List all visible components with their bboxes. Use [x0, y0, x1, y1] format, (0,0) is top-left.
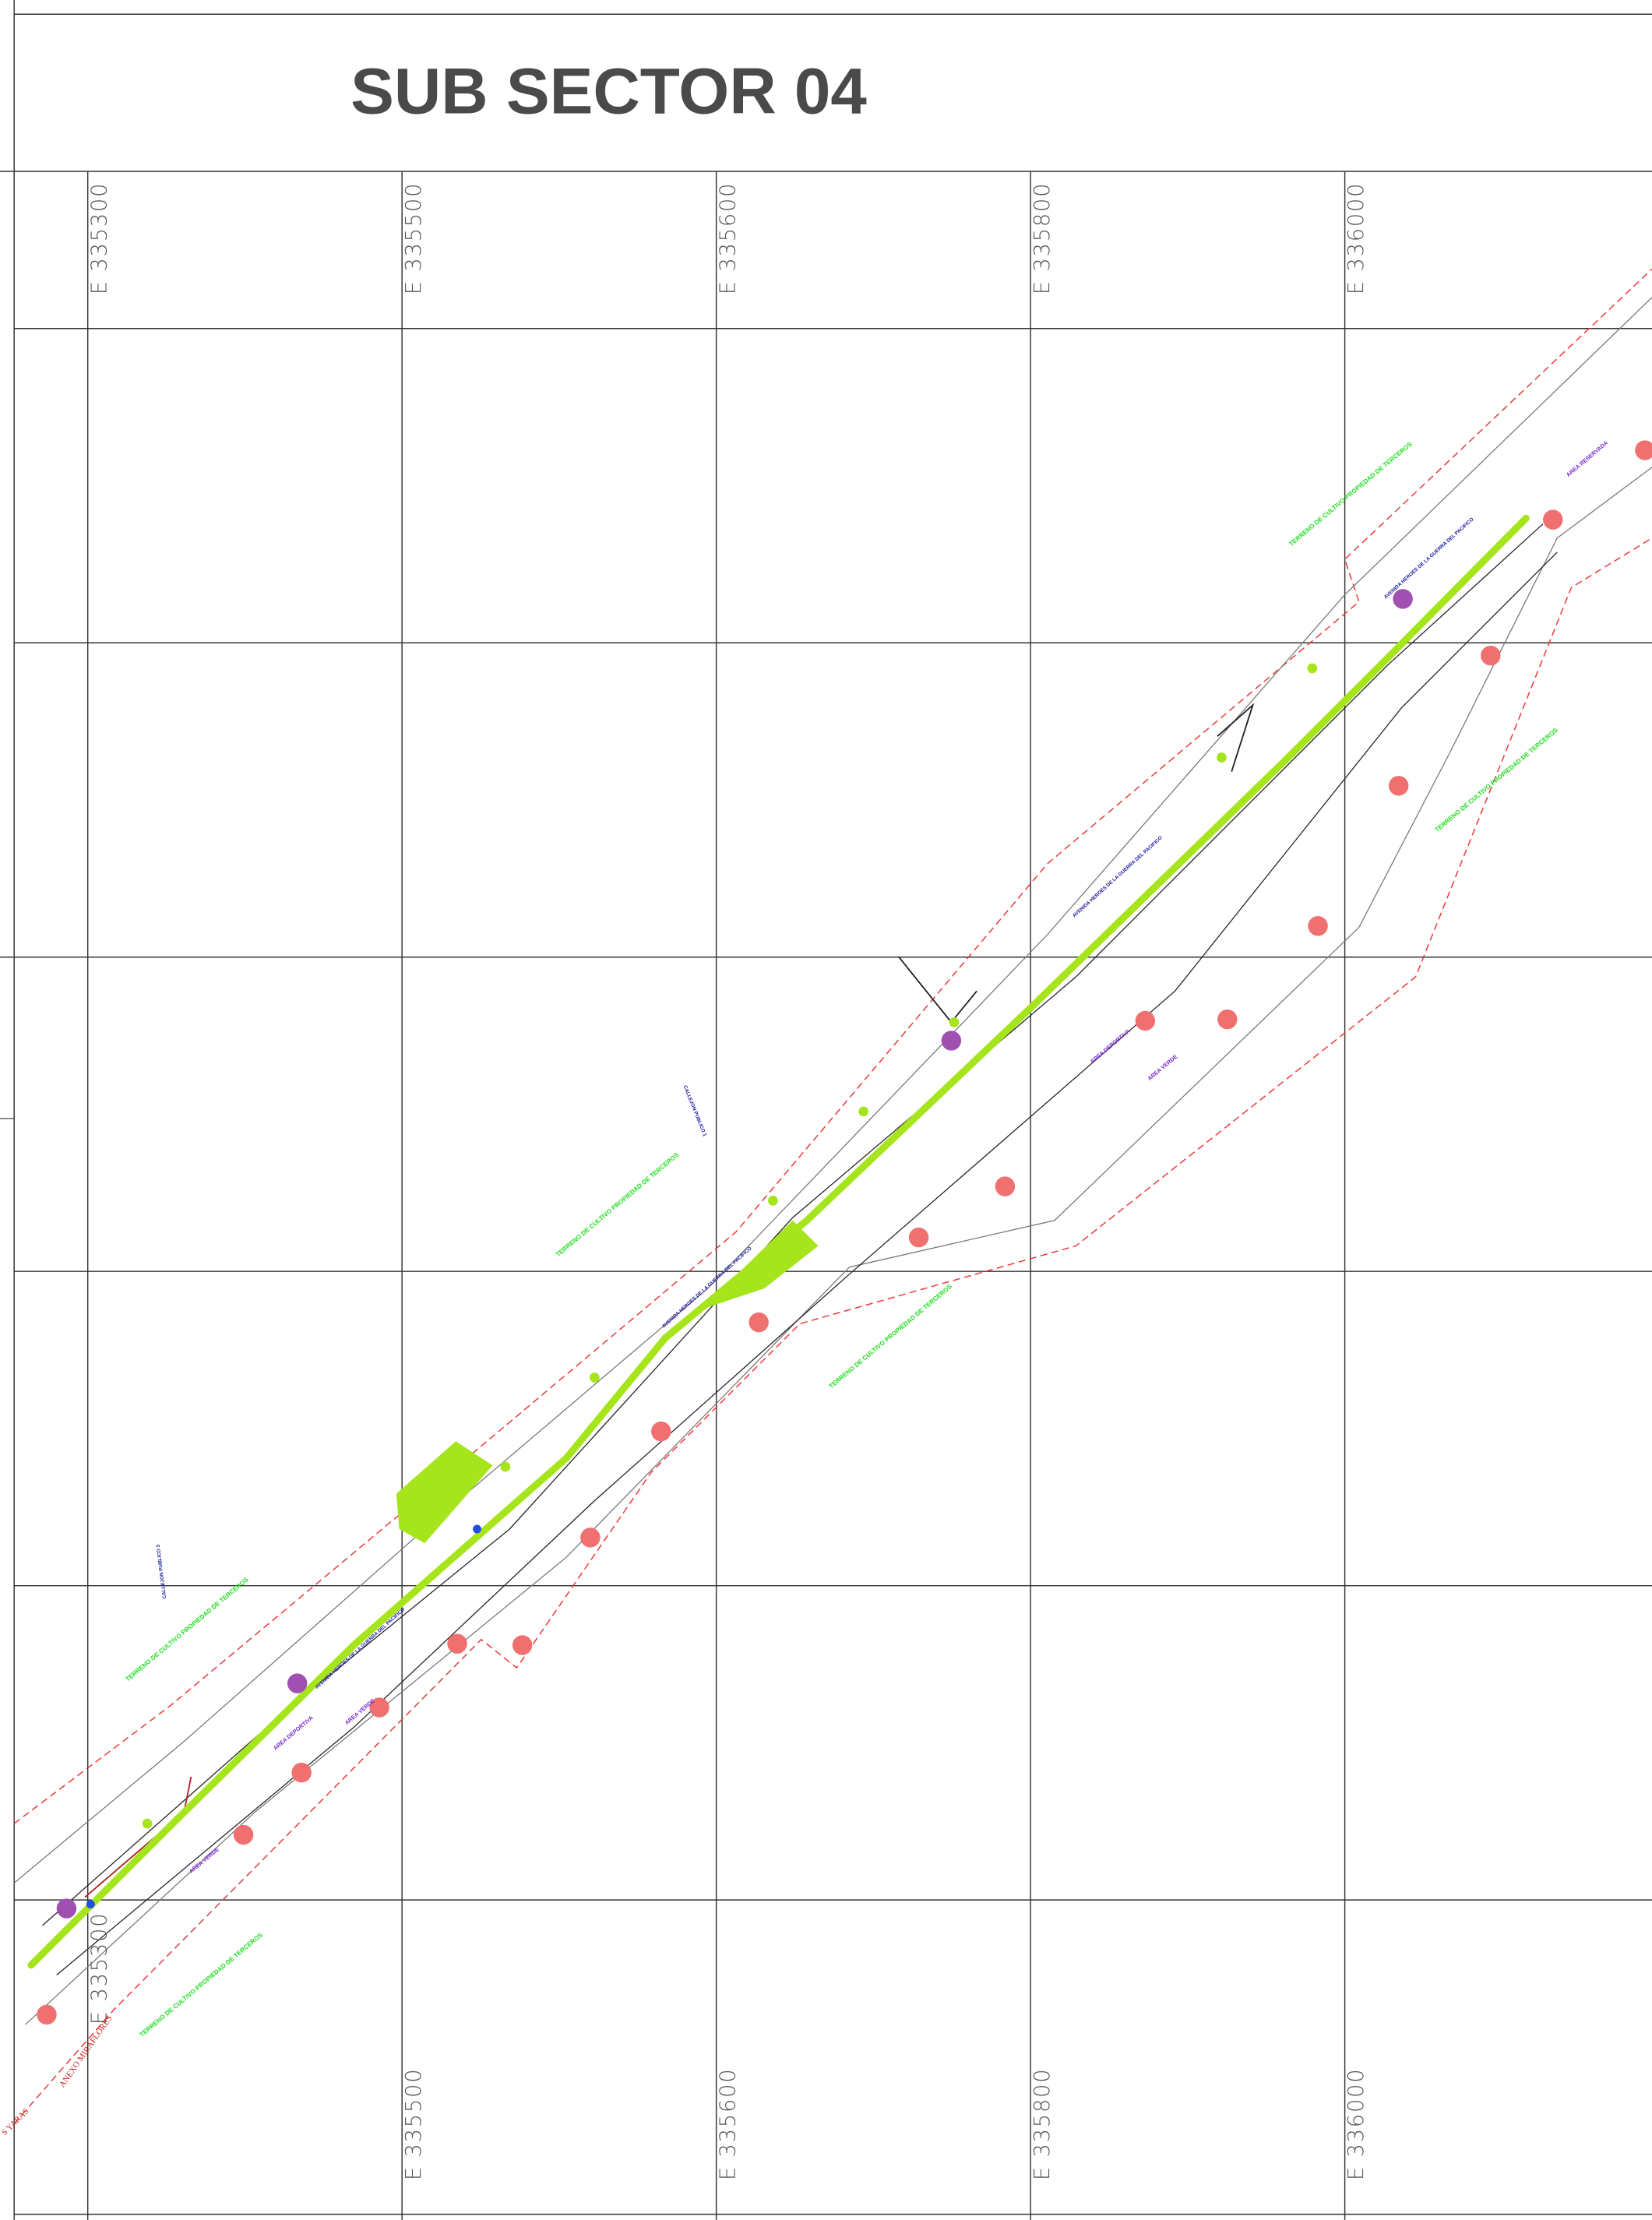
- purple-marker: [287, 1673, 308, 1693]
- red-marker: [908, 1227, 929, 1248]
- red-marker: [1543, 509, 1563, 530]
- land-label: TERRENO DE CULTIVO PROPIEDAD DE TERCEROS: [828, 1283, 954, 1390]
- green-marker: [858, 1106, 869, 1117]
- road-label: AVENIDA HEROES DE LA GUERRA DEL PACIFICO: [1072, 835, 1164, 918]
- green-marker: [1217, 752, 1227, 763]
- green-marker: [142, 1818, 153, 1829]
- blue-marker: [86, 1900, 95, 1909]
- street-label: S YARAS: [0, 2106, 31, 2137]
- red-marker: [1635, 440, 1652, 460]
- land-label: TERRENO DE CULTIVO PROPIEDAD DE TERCEROS: [1434, 726, 1560, 833]
- red-marker: [1308, 916, 1328, 936]
- red-marker: [1217, 1009, 1238, 1030]
- red-marker: [749, 1312, 769, 1333]
- red-marker: [995, 1176, 1016, 1196]
- markers: [37, 440, 1652, 2025]
- grid-label: E 335600: [716, 182, 740, 294]
- red-marker: [37, 2004, 57, 2025]
- red-marker: [447, 1633, 467, 1654]
- grid-label: E 335800: [1030, 182, 1055, 294]
- purple-marker: [56, 1898, 77, 1919]
- red-marker: [233, 1824, 254, 1845]
- boundaries: [13, 268, 1652, 2124]
- red-marker: [1135, 1010, 1156, 1031]
- green-marker: [949, 1017, 960, 1027]
- green-marker: [589, 1373, 600, 1383]
- red-marker: [512, 1635, 533, 1655]
- title: SUB SECTOR 04: [350, 54, 867, 127]
- grid-label: E 335800: [1030, 2068, 1055, 2180]
- blue-marker: [473, 1524, 481, 1534]
- purple-marker: [941, 1031, 962, 1051]
- red-marker: [651, 1421, 671, 1442]
- street-label: CALLEJON PUBLICO 3: [156, 1544, 168, 1599]
- green-marker: [1307, 663, 1318, 674]
- green-marker: [500, 1461, 511, 1472]
- zone-label: AREA DEPORTIVA: [1089, 1027, 1132, 1066]
- street-label: ANEXO MIRAFLORES: [58, 2014, 114, 2089]
- road-label: AVENIDA HEROES DE LA GUERRA DEL PACIFICO: [315, 1607, 407, 1690]
- street-label: CALLEJON PUBLICO 1: [682, 1085, 708, 1138]
- land-label: TERRENO DE CULTIVO PROPIEDAD DE TERCEROS: [555, 1151, 681, 1259]
- green-area: [700, 1220, 819, 1310]
- grid-label: E 336000: [1344, 182, 1368, 294]
- grid-label: E 335500: [402, 182, 426, 294]
- grid-label: E 335600: [716, 2068, 740, 2180]
- purple-marker: [1393, 589, 1413, 609]
- zone-label: AREA RESERVADA: [1565, 439, 1610, 478]
- green-area: [396, 1441, 493, 1544]
- land-label: TERRENO DE CULTIVO PROPIEDAD DE TERCEROS: [1287, 440, 1414, 548]
- red-marker: [580, 1528, 601, 1548]
- grid-label: E 335500: [402, 2068, 426, 2180]
- red-marker: [1388, 776, 1409, 796]
- grid-label: E 336000: [1344, 2068, 1368, 2180]
- grid-label: E 335300: [87, 182, 111, 294]
- red-marker: [369, 1697, 389, 1718]
- zone-label: AREA VERDE: [1146, 1053, 1178, 1082]
- red-marker: [1481, 645, 1501, 666]
- zone-label: AREA VERDE: [188, 1845, 220, 1874]
- land-label: TERRENO DE CULTIVO PROPIEDAD DE TERCEROS: [125, 1576, 251, 1683]
- green-marker: [767, 1195, 778, 1206]
- grid-label: E 335300: [87, 1912, 111, 2024]
- land-label: TERRENO DE CULTIVO PROPIEDAD DE TERCEROS: [139, 1931, 265, 2039]
- red-marker: [291, 1762, 312, 1783]
